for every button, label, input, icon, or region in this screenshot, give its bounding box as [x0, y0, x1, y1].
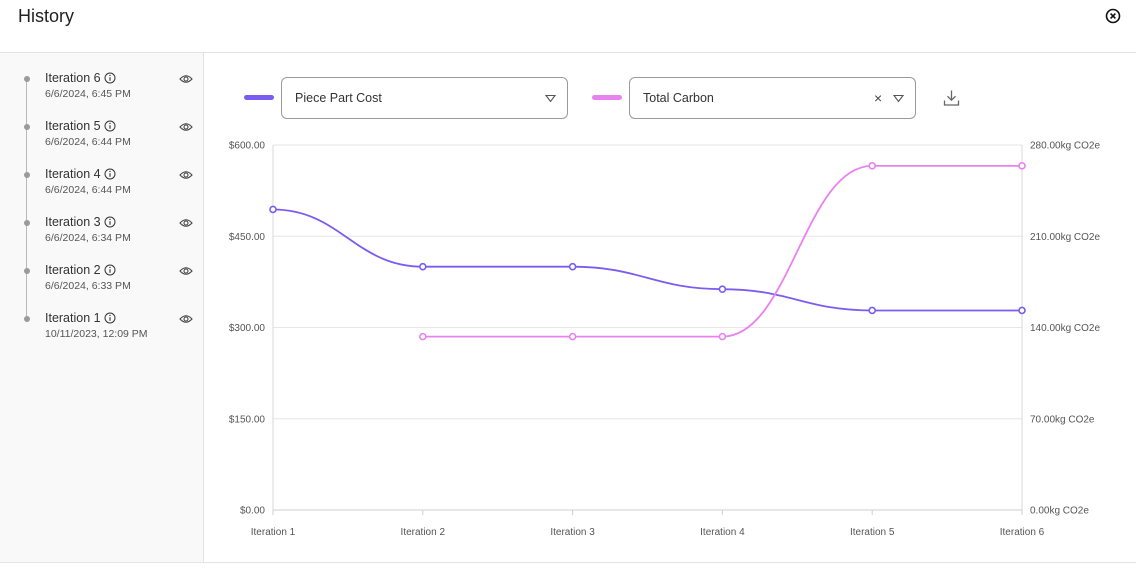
iteration-date: 6/6/2024, 6:34 PM — [45, 232, 131, 244]
y-left-tick-label: $450.00 — [229, 232, 266, 243]
iteration-item[interactable]: Iteration 4 6/6/2024, 6:44 PM — [0, 167, 204, 207]
right-metric-value: Total Carbon — [643, 91, 714, 105]
legend-swatch-carbon — [592, 95, 622, 100]
chevron-down-icon — [893, 94, 904, 103]
timeline-dot — [24, 124, 30, 130]
x-tick-label: Iteration 5 — [850, 527, 895, 538]
eye-icon[interactable] — [179, 217, 193, 229]
y-right-tick-label: 210.00kg CO2e — [1030, 232, 1100, 243]
y-left-tick-label: $300.00 — [229, 323, 266, 334]
iteration-label: Iteration 1 — [45, 311, 101, 325]
clear-button[interactable]: × — [874, 90, 883, 106]
dialog-header: History — [0, 0, 1136, 53]
info-icon[interactable] — [104, 216, 116, 228]
iteration-date: 6/6/2024, 6:33 PM — [45, 280, 131, 292]
timeline-line — [26, 77, 27, 317]
data-point — [1018, 306, 1026, 315]
x-tick-label: Iteration 4 — [700, 527, 745, 538]
iteration-label: Iteration 3 — [45, 215, 101, 229]
legend-swatch-cost — [244, 95, 274, 100]
y-left-tick-label: $0.00 — [240, 506, 265, 517]
eye-icon[interactable] — [179, 265, 193, 277]
download-icon[interactable] — [943, 89, 960, 107]
iteration-label: Iteration 4 — [45, 167, 101, 181]
data-point — [419, 262, 427, 271]
info-icon[interactable] — [104, 264, 116, 276]
left-metric-value: Piece Part Cost — [295, 91, 382, 105]
timeline-dot — [24, 316, 30, 322]
iteration-item[interactable]: Iteration 6 6/6/2024, 6:45 PM — [0, 71, 204, 111]
timeline-dot — [24, 76, 30, 82]
y-right-tick-label: 0.00kg CO2e — [1030, 506, 1089, 517]
data-point — [718, 332, 727, 341]
iteration-date: 6/6/2024, 6:45 PM — [45, 88, 131, 100]
series-line — [272, 208, 1022, 312]
info-icon[interactable] — [104, 168, 116, 180]
divider — [0, 562, 1136, 563]
y-right-tick-label: 70.00kg CO2e — [1030, 414, 1095, 425]
data-point — [269, 205, 277, 214]
iteration-date: 10/11/2023, 12:09 PM — [45, 328, 148, 340]
iteration-item[interactable]: Iteration 3 6/6/2024, 6:34 PM — [0, 215, 204, 255]
info-icon[interactable] — [104, 72, 116, 84]
x-tick-label: Iteration 2 — [401, 527, 446, 538]
data-point — [568, 262, 577, 271]
eye-icon[interactable] — [179, 73, 193, 85]
y-left-tick-label: $150.00 — [229, 414, 266, 425]
history-chart: $0.00 $150.00 $300.00 $450.00 $600.00 0.00kg … — [229, 141, 1101, 539]
eye-icon[interactable] — [179, 313, 193, 325]
data-point — [419, 332, 427, 341]
eye-icon[interactable] — [179, 121, 193, 133]
left-metric-select[interactable]: Piece Part Cost — [281, 77, 568, 119]
right-metric-select[interactable]: Total Carbon × — [629, 77, 916, 119]
iteration-label: Iteration 5 — [45, 119, 101, 133]
x-tick-label: Iteration 6 — [1000, 527, 1045, 538]
x-tick-label: Iteration 3 — [550, 527, 595, 538]
y-left-tick-label: $600.00 — [229, 141, 266, 152]
iteration-label: Iteration 6 — [45, 71, 101, 85]
iteration-date: 6/6/2024, 6:44 PM — [45, 136, 131, 148]
chevron-down-icon — [545, 94, 556, 103]
x-tick-label: Iteration 1 — [251, 527, 296, 538]
timeline-dot — [24, 172, 30, 178]
series-line — [422, 164, 1022, 338]
iteration-item[interactable]: Iteration 2 6/6/2024, 6:33 PM — [0, 263, 204, 303]
info-icon[interactable] — [104, 120, 116, 132]
data-point — [718, 285, 727, 293]
timeline-dot — [24, 220, 30, 226]
data-point — [1018, 162, 1026, 170]
data-point — [868, 162, 877, 170]
iteration-date: 6/6/2024, 6:44 PM — [45, 184, 131, 196]
y-right-tick-label: 280.00kg CO2e — [1030, 141, 1100, 152]
close-icon[interactable] — [1105, 8, 1121, 24]
iteration-label: Iteration 2 — [45, 263, 101, 277]
info-icon[interactable] — [104, 312, 116, 324]
data-point — [568, 332, 577, 341]
data-point — [868, 306, 877, 315]
eye-icon[interactable] — [179, 169, 193, 181]
iteration-item[interactable]: Iteration 5 6/6/2024, 6:44 PM — [0, 119, 204, 159]
timeline-dot — [24, 268, 30, 274]
page-title: History — [18, 6, 75, 26]
y-right-tick-label: 140.00kg CO2e — [1030, 323, 1100, 334]
iteration-sidebar: Iteration 6 6/6/2024, 6:45 PM Iteration … — [0, 53, 204, 562]
iteration-item[interactable]: Iteration 1 10/11/2023, 12:09 PM — [0, 311, 204, 351]
